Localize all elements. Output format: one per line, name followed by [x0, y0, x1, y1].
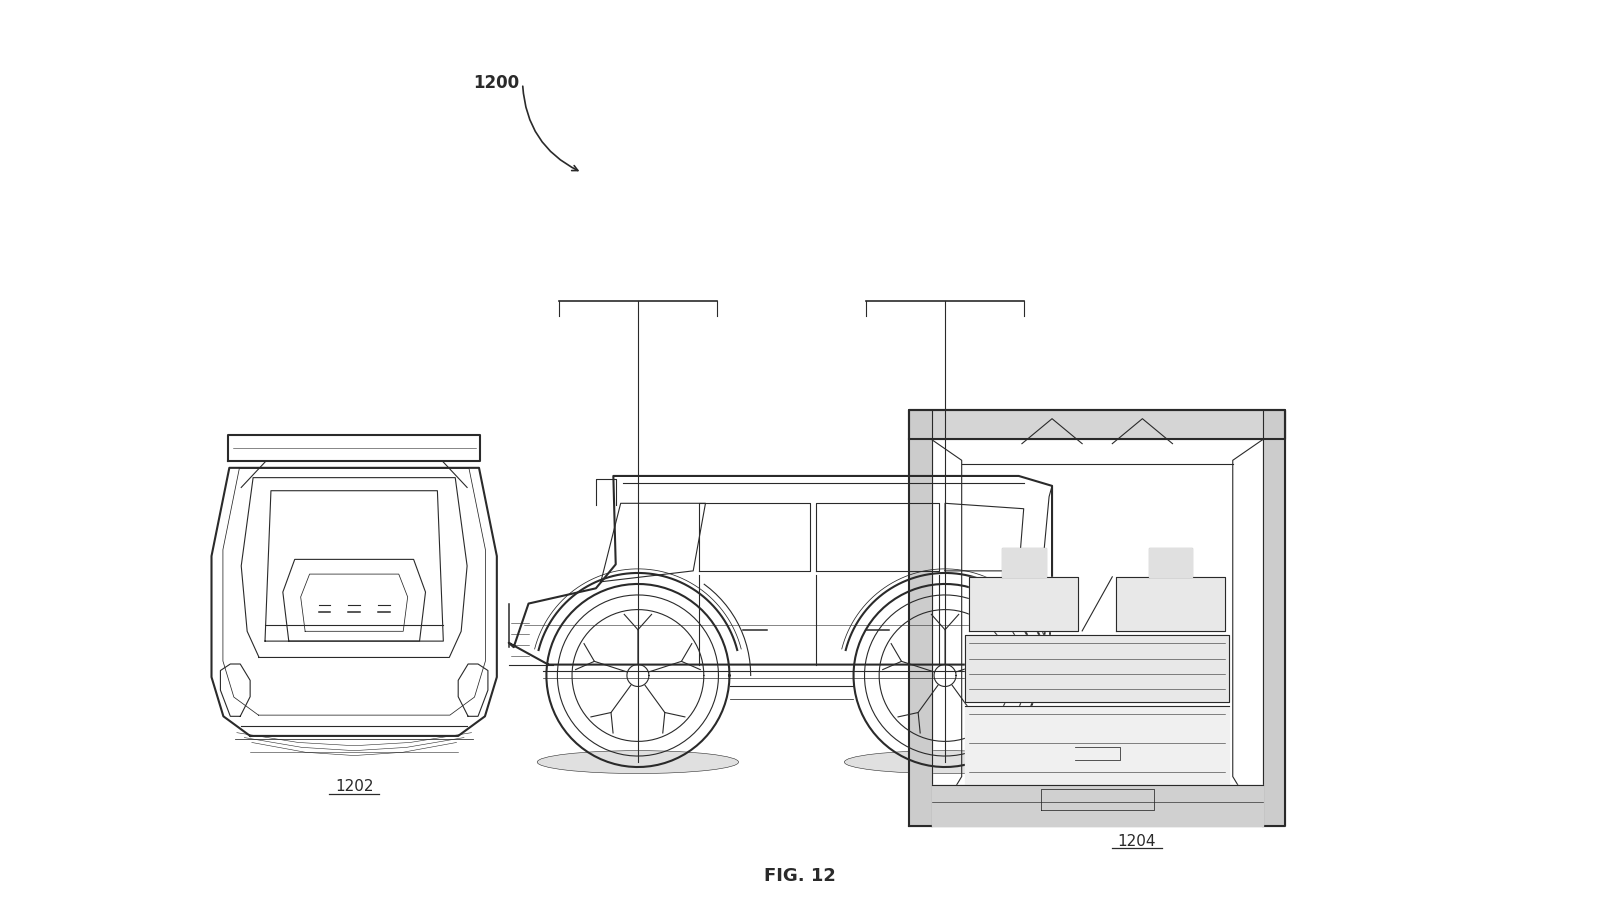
Polygon shape [1149, 548, 1192, 577]
Ellipse shape [845, 751, 1046, 773]
Polygon shape [970, 577, 1078, 631]
Text: 1200: 1200 [474, 75, 518, 93]
Text: FIG. 12: FIG. 12 [765, 867, 835, 885]
Polygon shape [1002, 548, 1046, 577]
Polygon shape [909, 410, 1285, 439]
Polygon shape [965, 706, 1229, 785]
Ellipse shape [538, 751, 739, 773]
Polygon shape [931, 785, 1262, 826]
Polygon shape [965, 635, 1229, 702]
Polygon shape [909, 410, 931, 826]
Text: 1204: 1204 [1118, 833, 1157, 849]
Polygon shape [1117, 577, 1226, 631]
Polygon shape [1262, 410, 1285, 826]
Text: 1202: 1202 [334, 779, 373, 795]
